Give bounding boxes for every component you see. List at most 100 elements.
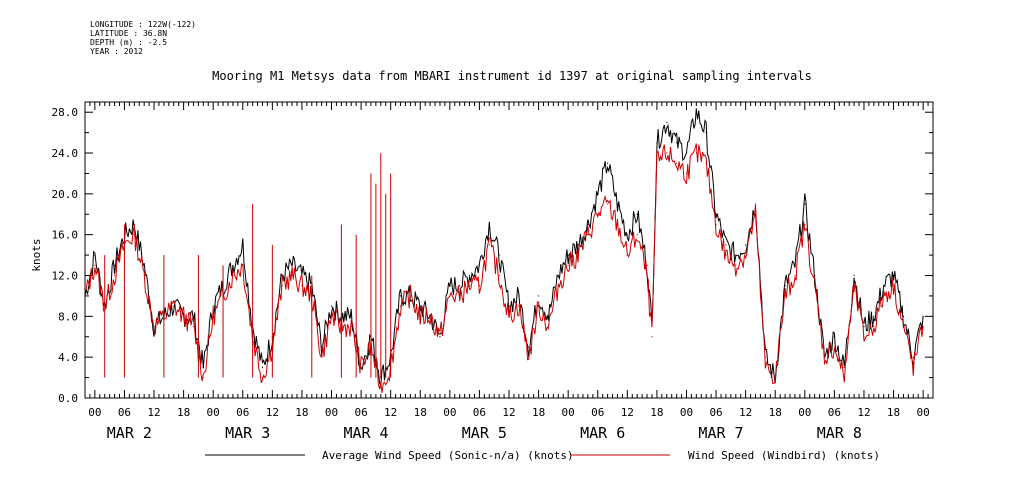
y-tick-label: 20.0	[52, 188, 79, 201]
data-point	[695, 152, 697, 154]
data-point	[873, 325, 875, 328]
data-point	[863, 325, 865, 328]
x-hour-label: 18	[295, 406, 308, 419]
x-hour-label: 00	[207, 406, 220, 419]
data-point	[94, 264, 96, 266]
data-point	[459, 285, 461, 287]
data-point	[528, 346, 530, 348]
x-hour-label: 00	[917, 406, 930, 419]
x-hour-label: 18	[532, 406, 545, 419]
data-point	[261, 366, 264, 368]
data-point	[685, 152, 688, 154]
data-point	[843, 376, 845, 379]
data-point	[153, 325, 155, 328]
data-point	[735, 254, 737, 256]
data-point	[597, 213, 599, 215]
series-line-average-wind	[84, 108, 924, 387]
data-point	[291, 274, 293, 277]
x-day-label: MAR 4	[343, 424, 388, 442]
y-tick-label: 0.0	[58, 392, 78, 405]
data-point	[113, 264, 116, 266]
x-day-label: MAR 7	[698, 424, 743, 442]
data-point	[705, 162, 707, 164]
data-point	[922, 315, 924, 317]
data-point	[508, 305, 510, 307]
data-point	[794, 274, 796, 277]
x-hour-label: 12	[266, 406, 279, 419]
data-point	[291, 264, 293, 266]
data-point	[478, 264, 481, 266]
plot-frame	[84, 101, 934, 399]
data-point	[784, 285, 786, 287]
x-hour-label: 00	[325, 406, 338, 419]
legend-windbird-label: Wind Speed (Windbird) (knots)	[688, 449, 880, 462]
data-point	[646, 274, 648, 277]
data-point	[567, 254, 569, 256]
data-point	[922, 325, 924, 328]
data-point	[745, 254, 747, 256]
year-text: YEAR : 2012	[90, 47, 143, 56]
data-point	[754, 213, 757, 215]
data-point	[902, 315, 905, 317]
y-tick-label: 24.0	[52, 147, 79, 160]
data-point	[715, 223, 717, 226]
data-point	[547, 315, 550, 317]
data-point	[685, 172, 688, 175]
data-point	[488, 244, 490, 246]
x-hour-label: 12	[147, 406, 160, 419]
data-point	[518, 295, 520, 297]
data-point	[330, 305, 333, 307]
x-hour-label: 18	[887, 406, 900, 419]
data-point	[912, 366, 914, 368]
data-point	[242, 244, 244, 246]
longitude-text: LONGITUDE : 122W(-122)	[90, 20, 196, 29]
data-point	[636, 234, 638, 236]
data-point	[804, 203, 806, 205]
x-hour-label: 12	[857, 406, 870, 419]
data-point	[232, 274, 234, 277]
data-point	[695, 111, 697, 113]
data-point	[656, 142, 658, 144]
data-point	[597, 193, 599, 195]
x-hour-label: 06	[354, 406, 367, 419]
data-point	[449, 285, 451, 287]
data-point	[607, 203, 609, 205]
data-point	[902, 325, 905, 328]
data-point	[557, 274, 559, 277]
data-point	[735, 264, 737, 266]
data-point	[183, 315, 185, 317]
x-hour-label: 00	[798, 406, 811, 419]
data-point	[764, 366, 766, 368]
x-day-label: MAR 3	[225, 424, 270, 442]
data-point	[350, 315, 352, 317]
data-point	[94, 254, 96, 256]
data-point	[360, 366, 362, 368]
data-point	[794, 264, 796, 266]
data-point	[192, 315, 195, 317]
x-hour-label: 18	[414, 406, 427, 419]
x-hour-label: 06	[828, 406, 841, 419]
data-point	[784, 295, 786, 297]
x-hour-label: 06	[118, 406, 131, 419]
x-hour-label: 18	[650, 406, 663, 419]
data-point	[468, 274, 471, 277]
data-point	[587, 223, 589, 226]
data-point	[212, 305, 214, 307]
data-point	[814, 274, 816, 277]
x-hour-label: 00	[443, 406, 456, 419]
data-point	[843, 366, 845, 368]
data-point	[616, 223, 619, 226]
data-point	[429, 315, 431, 317]
data-point	[853, 274, 855, 277]
data-point	[84, 295, 86, 297]
x-hour-label: 00	[680, 406, 693, 419]
data-point	[892, 274, 895, 277]
data-point	[113, 274, 116, 277]
data-point	[498, 254, 500, 256]
data-point	[725, 244, 727, 246]
x-hour-label: 12	[739, 406, 752, 419]
data-point	[715, 213, 717, 215]
data-point	[202, 366, 204, 368]
y-axis-ticks: 0.0 4.0 8.0 12.0 16.0 20.0 24.0 28.0	[52, 106, 933, 405]
metadata-block: LONGITUDE : 122W(-122) LATITUDE : 36.8N DE…	[90, 20, 196, 56]
